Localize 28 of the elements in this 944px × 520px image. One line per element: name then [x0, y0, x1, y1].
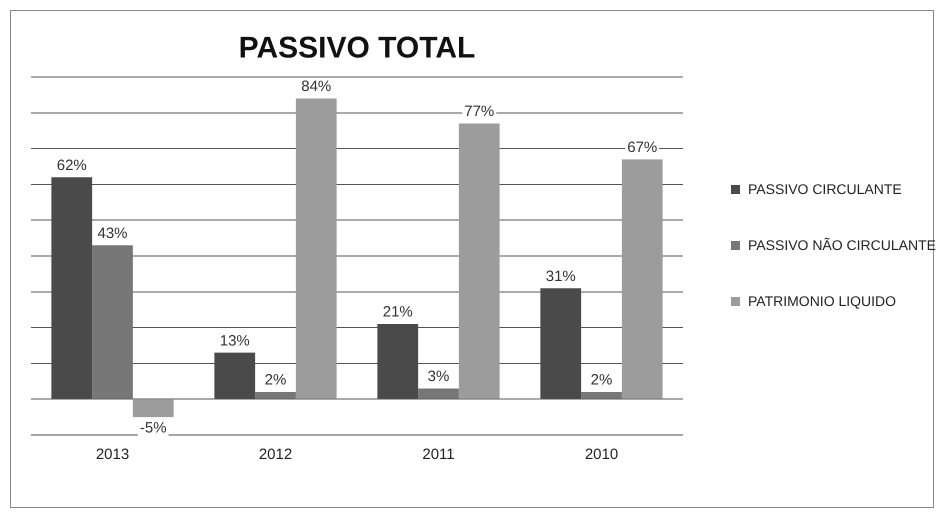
- data-label: 21%: [382, 304, 413, 321]
- bar: [132, 400, 174, 418]
- legend-label: PASSIVO CIRCULANTE: [748, 181, 902, 197]
- data-label: 2%: [590, 372, 612, 389]
- legend-label: PASSIVO NÃO CIRCULANTE: [748, 237, 936, 253]
- chart-title: PASSIVO TOTAL: [238, 31, 476, 64]
- bar: [255, 392, 296, 399]
- x-tick-label: 2013: [96, 446, 130, 464]
- data-label: 3%: [428, 368, 450, 386]
- data-label: 13%: [220, 332, 250, 350]
- data-label: 2%: [264, 372, 286, 389]
- bar: [581, 392, 622, 399]
- bar: [296, 98, 337, 399]
- data-label: 31%: [546, 268, 576, 285]
- x-tick-label: 2010: [584, 446, 618, 464]
- data-label: 84%: [301, 78, 332, 96]
- bar: [458, 124, 500, 399]
- bar: [622, 159, 663, 399]
- data-label: 77%: [464, 103, 494, 120]
- bar: [418, 388, 459, 399]
- legend-label: PATRIMONIO LIQUIDO: [748, 293, 896, 309]
- data-label: 67%: [627, 138, 658, 156]
- data-label: 62%: [56, 156, 87, 174]
- data-label: 43%: [97, 224, 128, 242]
- bar: [92, 245, 133, 399]
- x-tick-label: 2011: [422, 446, 455, 464]
- x-tick-label: 2012: [258, 446, 292, 464]
- data-label: -5%: [140, 420, 167, 437]
